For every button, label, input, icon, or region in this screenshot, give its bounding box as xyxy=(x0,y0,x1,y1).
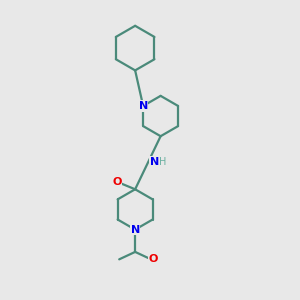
Text: N: N xyxy=(139,101,148,111)
Text: H: H xyxy=(160,157,167,167)
Text: N: N xyxy=(130,225,140,235)
Text: O: O xyxy=(112,177,122,187)
Text: N: N xyxy=(150,157,159,167)
Text: O: O xyxy=(148,254,158,264)
